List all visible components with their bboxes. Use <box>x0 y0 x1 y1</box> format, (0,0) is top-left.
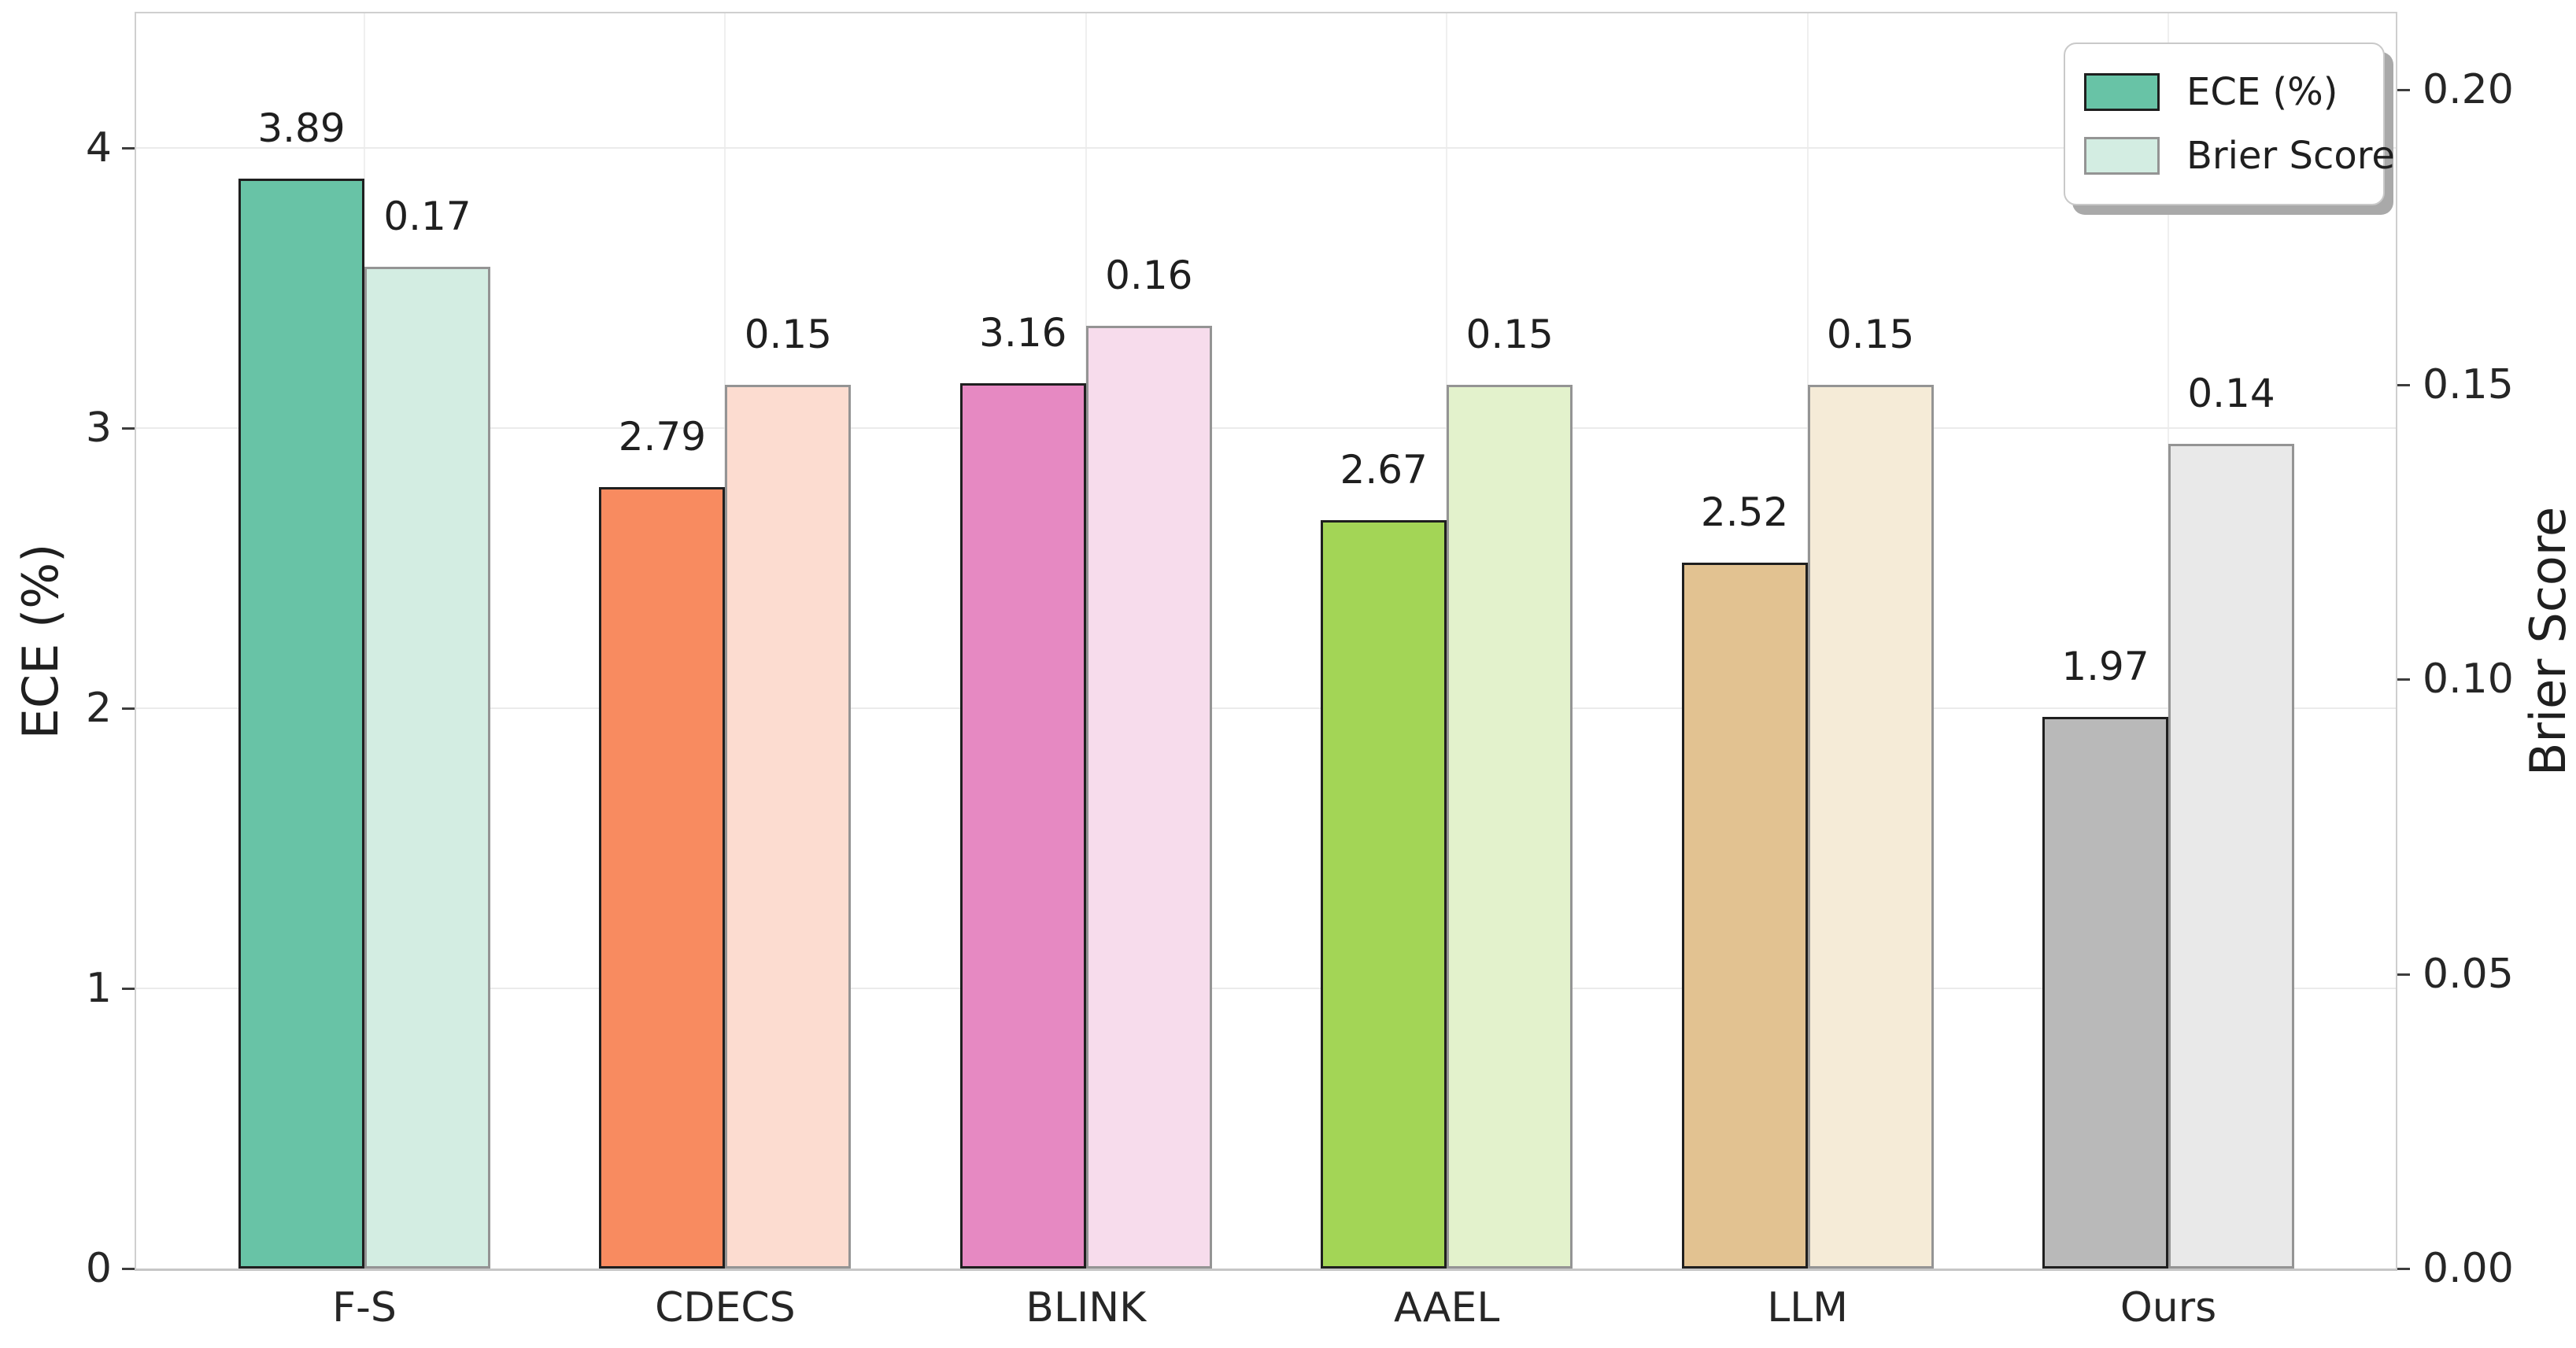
bar-value-label: 0.15 <box>744 311 833 357</box>
bar-ece-f-s <box>238 179 364 1269</box>
y-axis-tick <box>122 146 135 150</box>
axis-spine-top <box>135 12 2397 13</box>
y-axis-title-left: ECE (%) <box>12 543 69 740</box>
y2-axis-tick-label: 0.10 <box>2423 656 2514 704</box>
y2-axis-tick <box>2397 89 2410 92</box>
bar-value-label: 0.17 <box>383 193 471 239</box>
y-axis-tick <box>122 1268 135 1270</box>
bar-value-label: 2.79 <box>618 413 707 460</box>
legend-label-ece: ECE (%) <box>2186 70 2338 114</box>
axis-spine-bottom <box>135 1269 2397 1271</box>
category-label: Ours <box>2120 1284 2217 1331</box>
legend-label-brier: Brier Score <box>2186 134 2395 178</box>
bar-ece-llm <box>1681 562 1808 1269</box>
y2-axis-tick <box>2397 1268 2410 1270</box>
y-axis-tick-label: 4 <box>85 124 112 172</box>
y2-axis-tick-label: 0.15 <box>2423 360 2514 408</box>
y-axis-tick <box>122 427 135 430</box>
bar-ece-blink <box>959 382 1086 1269</box>
bar-ece-ours <box>2042 716 2168 1269</box>
category-label: F-S <box>332 1284 397 1331</box>
bar-ece-aael <box>1321 520 1447 1269</box>
bar-brier-ours <box>2168 443 2294 1269</box>
h-gridline <box>136 987 2396 989</box>
y-axis-tick-label: 2 <box>85 684 112 732</box>
bar-brier-cdecs <box>725 384 852 1269</box>
category-label: BLINK <box>1026 1284 1147 1331</box>
y2-axis-tick <box>2397 973 2410 976</box>
y-axis-tick-label: 0 <box>85 1245 112 1292</box>
bar-value-label: 0.15 <box>1826 311 1915 357</box>
bar-brier-aael <box>1447 384 1573 1269</box>
axis-spine-right <box>2396 13 2397 1270</box>
category-label: LLM <box>1767 1284 1848 1331</box>
y2-axis-tick <box>2397 383 2410 386</box>
bar-brier-blink <box>1085 325 1212 1269</box>
y2-axis-tick-label: 0.20 <box>2423 66 2514 114</box>
h-gridline <box>136 146 2396 149</box>
legend: ECE (%) Brier Score <box>2064 42 2395 205</box>
category-label: AAEL <box>1393 1284 1500 1331</box>
y2-axis-tick-label: 0.00 <box>2423 1245 2514 1292</box>
bar-value-label: 2.67 <box>1340 447 1428 493</box>
y2-axis-tick-label: 0.05 <box>2423 950 2514 998</box>
y-axis-tick-label: 1 <box>85 964 112 1012</box>
bar-brier-f-s <box>364 266 490 1269</box>
bar-ece-cdecs <box>599 486 726 1269</box>
bar-value-label: 0.14 <box>2187 370 2275 416</box>
legend-swatch-brier <box>2084 137 2160 175</box>
bar-brier-llm <box>1807 384 1934 1269</box>
bar-value-label: 0.16 <box>1105 252 1193 298</box>
bar-value-label: 1.97 <box>2061 643 2149 689</box>
legend-swatch-ece <box>2084 73 2160 111</box>
h-gridline <box>136 707 2396 709</box>
y-axis-tick <box>122 707 135 710</box>
y-axis-title-right: Brier Score <box>2519 506 2576 777</box>
y-axis-tick <box>122 987 135 990</box>
y-axis-tick-label: 3 <box>85 404 112 452</box>
legend-entry-ece: ECE (%) <box>2084 72 2364 113</box>
bar-value-label: 0.15 <box>1465 311 1554 357</box>
h-gridline <box>136 427 2396 429</box>
bar-value-label: 2.52 <box>1700 489 1789 535</box>
axis-spine-left <box>135 13 136 1270</box>
legend-entry-brier: Brier Score <box>2084 135 2395 176</box>
y2-axis-tick <box>2397 678 2410 681</box>
bar-value-label: 3.16 <box>979 309 1067 356</box>
category-label: CDECS <box>655 1284 796 1331</box>
bar-value-label: 3.89 <box>257 105 346 152</box>
